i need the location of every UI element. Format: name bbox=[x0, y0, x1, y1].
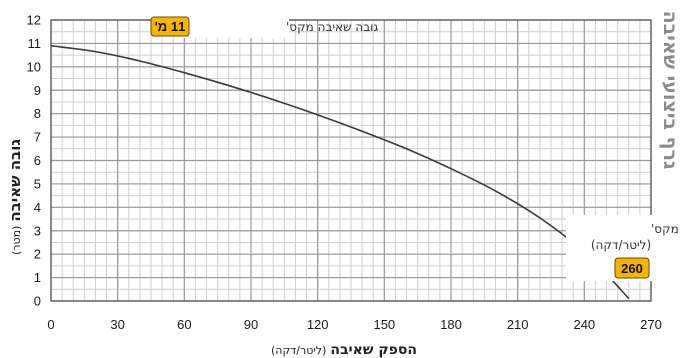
max-height-annotation: 11 מ' גובה שאיבה מקס' bbox=[150, 14, 378, 38]
y-axis-label: גובה שאיבה bbox=[6, 139, 24, 222]
y-tick-label: 3 bbox=[34, 223, 41, 238]
x-tick-label: 150 bbox=[373, 317, 395, 332]
x-tick-label: 210 bbox=[507, 317, 529, 332]
x-tick-labels: 0 30 60 90 120 150 180 210 240 270 bbox=[47, 317, 661, 332]
max-height-badge-value: 11 מ' bbox=[155, 19, 186, 34]
x-axis-title: הספק שאיבה (ליטר/דקה) bbox=[271, 341, 417, 358]
y-tick-label: 12 bbox=[27, 13, 41, 28]
y-tick-label: 4 bbox=[34, 200, 41, 215]
side-title: גרף ביצועי שאיבה bbox=[659, 11, 681, 170]
y-tick-label: 10 bbox=[27, 59, 41, 74]
y-tick-label: 0 bbox=[34, 294, 41, 309]
y-axis-unit: (מטר) bbox=[10, 226, 23, 255]
max-flow-badge-value: 260 bbox=[621, 261, 643, 276]
y-tick-label: 8 bbox=[34, 106, 41, 121]
y-tick-label: 1 bbox=[34, 270, 41, 285]
x-tick-label: 30 bbox=[110, 317, 124, 332]
y-axis-title: גובה שאיבה (מטר) bbox=[6, 139, 24, 255]
x-tick-label: 120 bbox=[307, 317, 329, 332]
max-height-badge bbox=[150, 16, 190, 37]
x-tick-label: 0 bbox=[47, 317, 54, 332]
y-tick-label: 6 bbox=[34, 153, 41, 168]
y-tick-label: 5 bbox=[34, 176, 41, 191]
y-tick-label: 11 bbox=[28, 36, 42, 51]
max-flow-unit: (ליטר/דקה) bbox=[591, 238, 651, 252]
y-tick-label: 2 bbox=[34, 247, 41, 262]
plot-frame bbox=[50, 19, 652, 302]
x-tick-label: 270 bbox=[640, 317, 662, 332]
x-tick-label: 240 bbox=[573, 317, 595, 332]
y-tick-label: 7 bbox=[34, 130, 41, 145]
y-tick-label: 9 bbox=[34, 83, 41, 98]
max-flow-annotation: הספק שאיבה מקס' (ליטר/דקה) 260 bbox=[566, 215, 682, 281]
x-tick-label: 60 bbox=[177, 317, 191, 332]
max-height-label: גובה שאיבה מקס' bbox=[286, 20, 378, 34]
x-axis-label: הספק שאיבה bbox=[330, 342, 417, 358]
x-tick-label: 180 bbox=[440, 317, 462, 332]
x-axis-unit: (ליטר/דקה) bbox=[271, 344, 326, 357]
max-height-annotation-bg bbox=[176, 14, 289, 38]
max-flow-badge bbox=[614, 257, 650, 279]
grid bbox=[50, 19, 652, 302]
x-tick-label: 90 bbox=[244, 317, 258, 332]
max-flow-label: הספק שאיבה מקס' bbox=[651, 222, 682, 236]
